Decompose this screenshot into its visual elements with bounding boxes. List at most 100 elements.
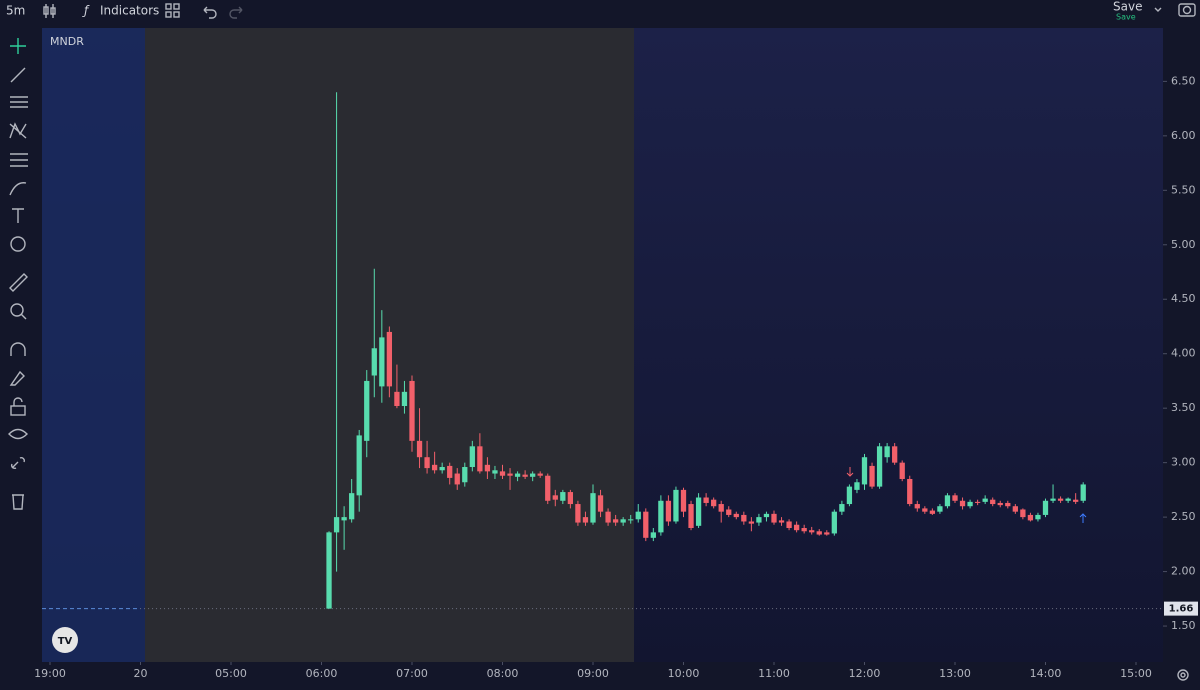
indicators-button[interactable]: Indicators — [100, 4, 159, 18]
lock-tool[interactable] — [10, 397, 26, 416]
candle-body — [447, 465, 453, 478]
candle-body — [454, 473, 460, 485]
pattern-tool[interactable] — [9, 122, 27, 139]
candle-body — [605, 511, 611, 523]
candle-body — [522, 474, 528, 477]
candle-body — [545, 475, 551, 501]
candle-body — [982, 498, 988, 502]
candle-body — [680, 489, 687, 512]
candle-body — [469, 446, 475, 468]
candle-body — [401, 391, 408, 407]
candle-body — [612, 519, 619, 523]
candle-body — [688, 504, 694, 529]
candle-body — [416, 440, 423, 458]
text-tool[interactable] — [12, 208, 24, 223]
link-tool[interactable] — [11, 457, 25, 469]
candle-body — [1050, 498, 1056, 501]
candle-body — [914, 504, 920, 509]
price-label-box — [1164, 601, 1198, 616]
candle-body — [809, 530, 815, 533]
candle-body — [1020, 509, 1026, 518]
candle-body — [1042, 500, 1049, 515]
brush-tool[interactable] — [9, 182, 27, 196]
candle-body — [386, 331, 393, 387]
toolbar-bg — [0, 0, 1200, 22]
candle-body — [846, 486, 853, 505]
y-tick-label: 4.00 — [1171, 347, 1196, 360]
x-tick-label: 10:00 — [668, 667, 700, 680]
candle-body — [349, 493, 355, 520]
fib-tool[interactable] — [10, 96, 28, 108]
candle-body — [922, 508, 928, 512]
candle-body — [929, 510, 936, 514]
candle-body — [492, 470, 498, 474]
interval-button[interactable]: 5m — [6, 4, 25, 18]
candle-body — [590, 493, 596, 523]
candle-body — [748, 521, 755, 524]
layout-button[interactable] — [165, 3, 180, 18]
candle-body — [635, 511, 641, 520]
candle-body — [462, 467, 468, 483]
candle-body — [530, 473, 536, 477]
candle-body — [892, 446, 898, 463]
candle-body — [1057, 498, 1064, 501]
candle-body — [967, 501, 973, 507]
y-tick-label: 3.50 — [1171, 401, 1196, 414]
candle-body — [1073, 499, 1079, 502]
candle-body — [567, 492, 574, 505]
y-tick-label: 6.00 — [1171, 129, 1196, 142]
trendline-tool[interactable] — [10, 67, 26, 83]
undo-button[interactable] — [203, 6, 217, 19]
prediction-tool[interactable] — [10, 153, 28, 167]
candle-body — [861, 457, 868, 485]
y-tick-label: 4.50 — [1171, 292, 1196, 305]
candle-body — [1080, 484, 1086, 501]
time-axis — [42, 662, 1163, 690]
chart-type-button[interactable] — [43, 4, 56, 18]
save-menu[interactable] — [1154, 7, 1162, 12]
x-tick-label: 06:00 — [306, 667, 338, 680]
fx-icon: ƒ — [82, 4, 90, 18]
candle-body — [650, 532, 656, 538]
x-tick-label: 20 — [133, 667, 147, 680]
candle-body — [665, 500, 672, 522]
candle-body — [424, 457, 430, 469]
redo-button[interactable] — [229, 6, 243, 19]
candle-body — [394, 391, 400, 407]
settings-button[interactable] — [1177, 669, 1189, 681]
candle-body — [952, 495, 958, 501]
candle-body — [793, 524, 800, 531]
candle-body — [364, 380, 370, 441]
candle-body — [379, 337, 385, 387]
candle-body — [537, 473, 543, 476]
candle-body — [695, 497, 702, 526]
y-tick-label: 3.00 — [1171, 456, 1196, 469]
trash-tool[interactable] — [12, 494, 24, 510]
candle-body — [741, 514, 747, 522]
save-button[interactable]: Save — [1113, 0, 1142, 14]
plot-layer — [42, 92, 1163, 610]
y-tick-label: 2.00 — [1171, 565, 1196, 578]
candle-body — [620, 519, 626, 523]
measure-tool[interactable] — [9, 273, 28, 292]
candle-body — [477, 446, 483, 472]
visibility-tool[interactable] — [8, 428, 28, 440]
crosshair-tool[interactable] — [10, 38, 26, 54]
top-toolbar: 5m ƒ Indicators Save Save — [0, 0, 1200, 22]
price-label: 1.66 — [1169, 604, 1194, 615]
tv-logo: TV — [52, 627, 78, 653]
y-tick-label: 5.50 — [1171, 183, 1196, 196]
snapshot-button[interactable] — [1178, 3, 1196, 17]
candle-body — [552, 495, 558, 500]
lock-draw-tool[interactable] — [9, 370, 25, 386]
candle-body — [771, 513, 777, 523]
candle-body — [499, 471, 506, 476]
emoji-tool[interactable] — [10, 236, 26, 252]
candle-body — [673, 489, 679, 522]
candle-body — [1027, 514, 1034, 521]
magnet-tool[interactable] — [10, 342, 26, 356]
candle-body — [628, 519, 634, 521]
zoom-tool[interactable] — [10, 303, 27, 320]
x-tick-label: 13:00 — [939, 667, 971, 680]
